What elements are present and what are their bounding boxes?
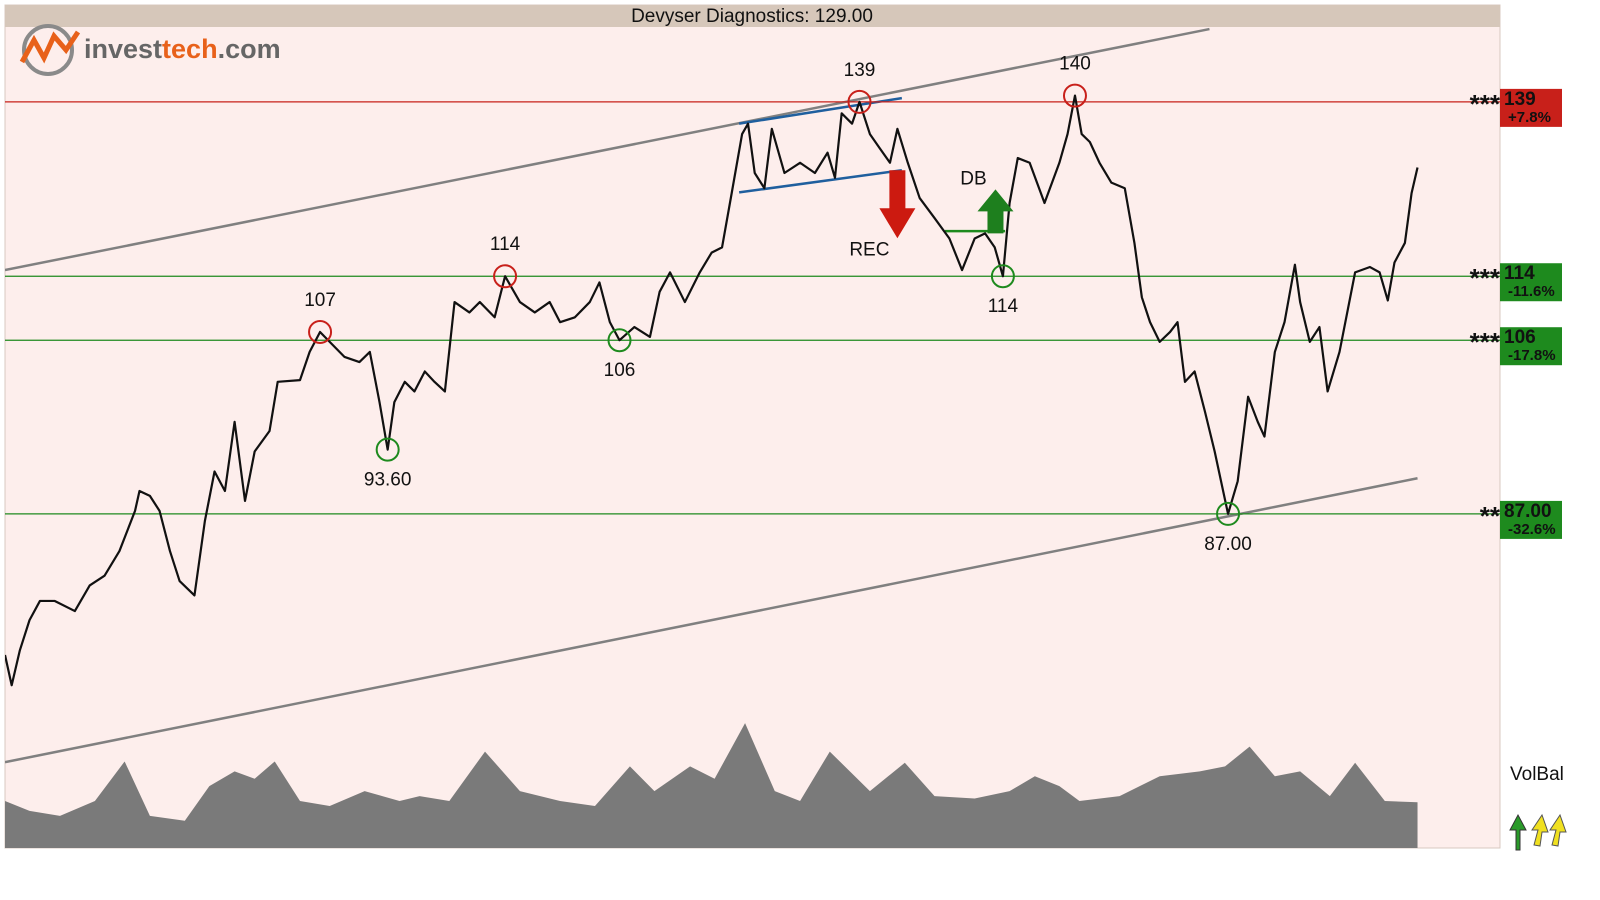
level-change: -17.8% [1508, 347, 1556, 364]
title-bar [5, 5, 1500, 27]
logo-text: tech [162, 34, 218, 64]
volbal-arrow [1531, 813, 1549, 847]
trendline [5, 477, 1418, 764]
extreme-label: 107 [304, 290, 336, 311]
chart-title: Devyser Diagnostics: 129.00 [631, 6, 873, 27]
extreme-label: 139 [844, 60, 876, 81]
extreme-marker [847, 89, 872, 114]
signal-label: DB [960, 168, 986, 189]
plot-background [4, 4, 1501, 849]
level-stars: *** [1470, 327, 1501, 357]
price-panel [5, 27, 1500, 764]
logo-text: invest [84, 34, 162, 64]
level-tag [1500, 327, 1562, 366]
extreme-label: 140 [1059, 54, 1091, 75]
extreme-label: 93.60 [364, 470, 412, 491]
volume-panel [5, 723, 1418, 848]
extreme-marker [1216, 501, 1241, 526]
level-change: -32.6% [1508, 521, 1556, 538]
extreme-marker [375, 437, 400, 462]
logo-ring [22, 24, 74, 76]
signal-label: REC [849, 239, 889, 260]
trendline [738, 169, 903, 194]
overlays: VolBal*** 139+7.8%*** 114-11.6%*** 106-17.8… [304, 54, 1564, 785]
level-change: -11.6% [1508, 283, 1555, 300]
volbal-arrow [1549, 813, 1567, 847]
level-tag [1500, 263, 1562, 302]
level-tag [1500, 500, 1562, 539]
logo: investtech.com [19, 24, 281, 76]
extreme-label: 114 [988, 296, 1019, 317]
extreme-marker [493, 264, 518, 289]
extreme-label: 87.00 [1204, 534, 1252, 555]
extreme-marker [308, 319, 333, 344]
level-stars: ** [1480, 501, 1501, 531]
level-change: +7.8% [1508, 109, 1551, 126]
volbal-arrows [1509, 813, 1567, 851]
svg-text:investtech.com: investtech.com [84, 34, 281, 64]
signal-arrow [977, 189, 1014, 234]
level-stars: *** [1470, 263, 1501, 293]
level-label: 114 [1504, 263, 1535, 284]
volume-label: VolBal [1510, 764, 1564, 785]
level-label: 139 [1504, 89, 1536, 110]
extreme-label: 114 [490, 234, 521, 255]
level-label: 87.00 [1504, 501, 1552, 522]
level-tag [1500, 88, 1562, 127]
extreme-label: 106 [604, 360, 636, 381]
logo-mark [19, 30, 81, 64]
extreme-marker [1062, 83, 1087, 108]
volume-area [5, 723, 1418, 848]
level-label: 106 [1504, 327, 1536, 348]
price-line [5, 94, 1419, 687]
extreme-marker [990, 264, 1015, 289]
volbal-arrow [1509, 813, 1527, 851]
trendline [5, 27, 1210, 272]
extreme-marker [607, 328, 632, 353]
logo-text: .com [218, 34, 281, 64]
signal-arrow [879, 170, 916, 239]
level-stars: *** [1470, 89, 1501, 119]
